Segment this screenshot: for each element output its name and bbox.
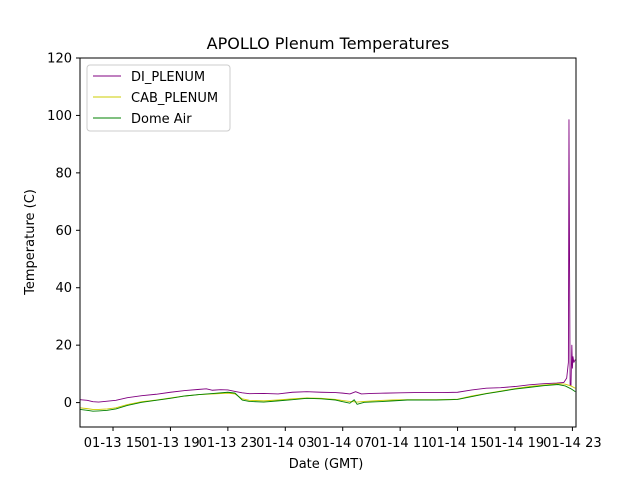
legend-label: CAB_PLENUM bbox=[131, 91, 218, 106]
x-axis-label: Date (GMT) bbox=[289, 457, 364, 472]
y-axis-label: Temperature (C) bbox=[23, 189, 38, 296]
y-tick-label: 60 bbox=[55, 224, 72, 239]
legend: DI_PLENUM CAB_PLENUM Dome Air bbox=[86, 64, 231, 132]
series-line-di-plenum bbox=[80, 119, 576, 403]
legend-label: DI_PLENUM bbox=[131, 70, 205, 85]
x-tick-label: 01-13 19 bbox=[141, 436, 199, 451]
y-axis: 0 20 40 60 80 100 120 bbox=[47, 52, 80, 411]
legend-box bbox=[86, 64, 231, 132]
x-tick-label: 01-14 19 bbox=[486, 436, 544, 451]
x-tick-label: 01-14 15 bbox=[428, 436, 486, 451]
x-tick-label: 01-14 23 bbox=[543, 436, 601, 451]
y-tick-label: 80 bbox=[55, 166, 72, 181]
x-tick-label: 01-14 11 bbox=[371, 436, 429, 451]
series-line-dome-air bbox=[80, 384, 576, 412]
x-tick-label: 01-14 07 bbox=[313, 436, 371, 451]
y-tick-label: 40 bbox=[55, 281, 72, 296]
legend-label: Dome Air bbox=[131, 112, 192, 127]
y-tick-label: 0 bbox=[64, 396, 72, 411]
x-tick-label: 01-13 23 bbox=[199, 436, 257, 451]
y-tick-label: 120 bbox=[47, 52, 72, 67]
plot-frame bbox=[79, 57, 577, 428]
chart-title: APOLLO Plenum Temperatures bbox=[207, 34, 450, 53]
y-tick-label: 100 bbox=[47, 109, 72, 124]
y-tick-label: 20 bbox=[55, 339, 72, 354]
series-layer bbox=[80, 119, 576, 412]
x-tick-label: 01-14 03 bbox=[256, 436, 314, 451]
x-tick-label: 01-13 15 bbox=[84, 436, 142, 451]
